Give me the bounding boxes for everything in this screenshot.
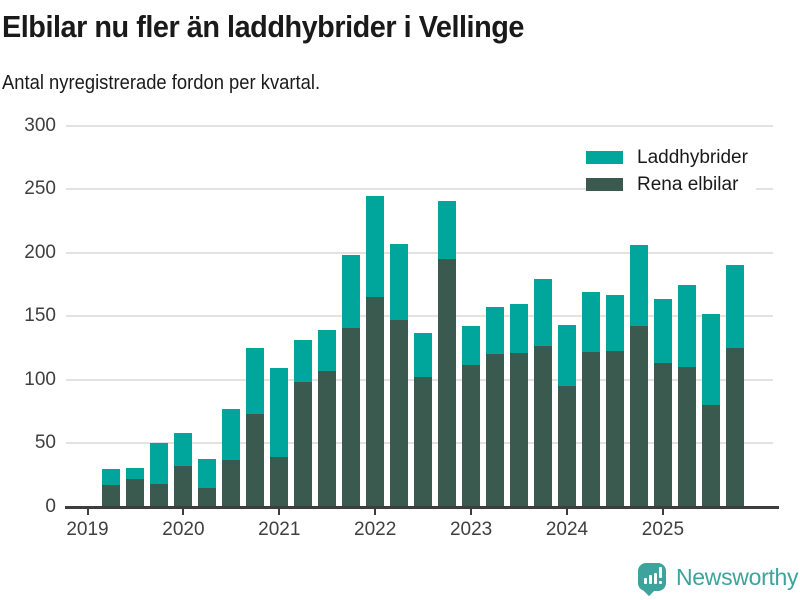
bar-segment-laddhybrider	[150, 443, 169, 485]
x-axis-tick	[661, 509, 664, 515]
bar-segment-laddhybrider	[534, 279, 552, 346]
bar-segment-rena-elbilar	[653, 363, 672, 507]
x-axis-tick-label: 2022	[354, 519, 397, 540]
bar-segment-laddhybrider	[246, 348, 265, 415]
bar-segment-rena-elbilar	[510, 353, 529, 507]
y-gridline	[66, 251, 773, 254]
y-axis-tick-label: 50	[34, 432, 56, 454]
y-axis-tick-label: 100	[24, 368, 56, 390]
logo-mini-bar	[648, 575, 652, 584]
bar-segment-laddhybrider	[605, 294, 624, 351]
legend-item-rena-elbilar: Rena elbilar	[586, 171, 756, 198]
x-axis-tick-label: 2023	[449, 519, 493, 540]
x-axis-line	[65, 506, 779, 509]
bar-segment-laddhybrider	[102, 468, 121, 486]
bar-segment-laddhybrider	[581, 292, 600, 352]
y-axis-tick-label: 150	[24, 305, 56, 327]
bar-segment-rena-elbilar	[725, 348, 744, 507]
bar-segment-rena-elbilar	[605, 350, 624, 507]
x-axis-tick-label: 2019	[66, 519, 109, 540]
bar-segment-laddhybrider	[126, 467, 145, 480]
bar-segment-laddhybrider	[294, 340, 313, 383]
bar-segment-rena-elbilar	[581, 351, 600, 507]
newsworthy-attribution: Newsworthy	[638, 563, 799, 597]
legend-swatch-rena-elbilar	[586, 178, 623, 191]
bar-segment-rena-elbilar	[342, 327, 361, 507]
bar-segment-rena-elbilar	[222, 459, 241, 507]
logo-exclamation-stroke	[658, 567, 662, 578]
logo-mini-bar	[643, 578, 647, 584]
x-axis-tick-label: 2024	[545, 519, 589, 540]
bar-segment-rena-elbilar	[629, 326, 648, 507]
x-axis-tick	[278, 509, 281, 515]
bar-segment-rena-elbilar	[270, 457, 289, 507]
bar-segment-laddhybrider	[270, 368, 289, 458]
y-gridline	[66, 188, 773, 191]
bar-segment-rena-elbilar	[126, 479, 145, 507]
newsworthy-wordmark: Newsworthy	[676, 563, 799, 590]
bar-segment-laddhybrider	[653, 298, 672, 364]
bar-segment-laddhybrider	[198, 458, 217, 488]
chart-subtitle: Antal nyregistrerade fordon per kvartal.	[2, 72, 321, 94]
y-axis-tick-label: 0	[45, 496, 56, 517]
bar-segment-laddhybrider	[318, 330, 337, 371]
bar-segment-laddhybrider	[366, 195, 385, 298]
bar-segment-rena-elbilar	[534, 345, 552, 507]
legend-label: Rena elbilar	[637, 173, 739, 195]
bar-segment-rena-elbilar	[366, 297, 385, 507]
bar-segment-rena-elbilar	[462, 364, 481, 507]
x-axis-tick-label: 2021	[258, 519, 301, 540]
bar-segment-rena-elbilar	[414, 377, 433, 507]
legend-label: Laddhybrider	[637, 146, 748, 168]
bar-segment-rena-elbilar	[701, 405, 720, 507]
bar-segment-laddhybrider	[510, 303, 529, 354]
bar-segment-laddhybrider	[462, 326, 481, 365]
bar-segment-rena-elbilar	[198, 487, 217, 507]
bar-segment-rena-elbilar	[486, 354, 505, 507]
bar-segment-laddhybrider	[629, 245, 648, 327]
bar-segment-rena-elbilar	[150, 484, 169, 507]
bar-segment-rena-elbilar	[677, 367, 696, 507]
x-axis-tick	[86, 509, 89, 515]
y-gridline	[66, 315, 773, 318]
y-axis-tick-label: 200	[24, 241, 56, 263]
bar-segment-laddhybrider	[342, 255, 361, 328]
bar-segment-laddhybrider	[677, 284, 696, 368]
bar-segment-laddhybrider	[390, 243, 409, 321]
bar-segment-laddhybrider	[725, 265, 744, 349]
bar-segment-rena-elbilar	[102, 485, 121, 507]
bar-segment-laddhybrider	[414, 332, 433, 378]
bar-segment-rena-elbilar	[558, 386, 576, 507]
legend-item-laddhybrider: Laddhybrider	[586, 144, 756, 171]
bar-segment-rena-elbilar	[294, 382, 313, 507]
bar-segment-laddhybrider	[701, 313, 720, 406]
legend-swatch-laddhybrider	[586, 151, 623, 164]
x-axis-tick	[182, 509, 185, 515]
x-axis-tick	[374, 509, 377, 515]
y-axis-tick-label: 250	[24, 178, 56, 200]
bar-segment-rena-elbilar	[174, 466, 193, 507]
chart-legend: Laddhybrider Rena elbilar	[586, 144, 756, 198]
x-axis-tick	[566, 509, 568, 515]
y-axis-tick-label: 300	[24, 114, 56, 136]
logo-mini-bar	[653, 573, 657, 584]
x-axis-tick-label: 2020	[162, 519, 205, 540]
bar-segment-laddhybrider	[222, 409, 241, 460]
x-axis-tick-label: 2025	[641, 519, 685, 540]
page-title: Elbilar nu fler än laddhybrider i Vellin…	[2, 9, 524, 44]
bar-segment-rena-elbilar	[390, 320, 409, 507]
bar-segment-rena-elbilar	[438, 259, 457, 507]
logo-exclamation-dot	[658, 580, 662, 584]
newsworthy-logo-icon	[638, 563, 666, 597]
bar-segment-laddhybrider	[174, 433, 193, 467]
y-gridline	[66, 124, 773, 127]
bar-segment-laddhybrider	[438, 200, 457, 260]
bar-segment-laddhybrider	[486, 307, 505, 355]
bar-segment-rena-elbilar	[318, 370, 337, 507]
bar-segment-laddhybrider	[558, 325, 576, 387]
x-axis-tick	[470, 509, 473, 515]
bar-segment-rena-elbilar	[246, 414, 265, 507]
